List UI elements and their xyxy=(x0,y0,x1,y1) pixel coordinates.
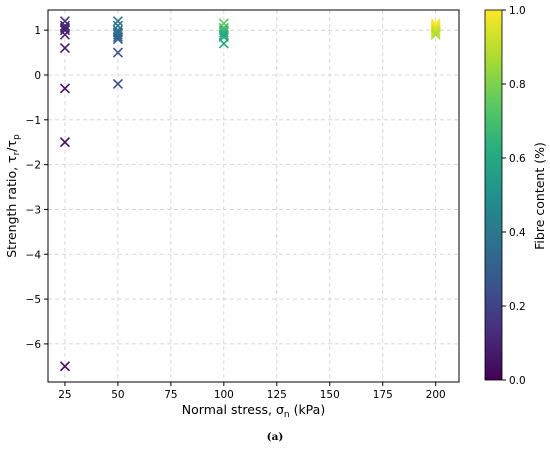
y-axis-ticks: −6 −5 −4 −3 −2 −1 0 1 xyxy=(26,25,48,351)
colorbar-tick-label: 0.4 xyxy=(509,227,526,239)
y-tick-label: −4 xyxy=(26,249,42,261)
data-point xyxy=(112,31,123,42)
data-point xyxy=(218,29,229,40)
data-point xyxy=(59,83,71,94)
data-point xyxy=(218,38,229,49)
y-tick-label: −3 xyxy=(26,204,41,216)
data-point xyxy=(218,27,229,38)
data-point xyxy=(59,361,71,372)
x-tick-label: 50 xyxy=(111,389,124,401)
x-tick-label: 75 xyxy=(164,389,177,401)
data-point xyxy=(112,29,123,40)
data-point xyxy=(430,25,441,36)
data-point xyxy=(59,43,71,54)
x-tick-label: 100 xyxy=(214,389,234,401)
colorbar-title: Fibre content (%) xyxy=(532,142,547,250)
x-tick-label: 25 xyxy=(58,389,71,401)
plot-frame xyxy=(47,9,460,383)
x-tick-label: 175 xyxy=(373,389,393,401)
colorbar-tick-label: 0.2 xyxy=(509,301,526,313)
data-point xyxy=(59,29,71,40)
data-point xyxy=(430,27,441,38)
y-tick-label: −5 xyxy=(26,294,41,306)
data-point xyxy=(112,34,123,45)
data-point xyxy=(59,25,71,36)
data-point xyxy=(59,20,71,31)
data-point xyxy=(59,137,71,148)
figure-caption: (a) xyxy=(267,431,284,443)
x-tick-label: 150 xyxy=(320,389,340,401)
x-tick-label: 125 xyxy=(267,389,287,401)
x-axis-title: Normal stress, σn (kPa) xyxy=(182,402,325,420)
y-axis-title: Strength ratio, τr/τp xyxy=(4,134,22,258)
colorbar-ticks: 0.0 0.2 0.4 0.6 0.8 1.0 xyxy=(502,5,526,387)
y-tick-label: −6 xyxy=(26,339,42,351)
y-tick-label: 1 xyxy=(34,25,41,37)
y-tick-label: 0 xyxy=(34,70,41,82)
data-point xyxy=(112,16,123,27)
data-point xyxy=(430,29,441,40)
colorbar-tick-label: 1.0 xyxy=(509,5,526,17)
colorbar xyxy=(484,9,503,381)
x-tick-label: 200 xyxy=(426,389,446,401)
x-axis-ticks: 25 50 75 100 125 150 175 200 xyxy=(58,382,446,401)
data-points xyxy=(59,16,441,372)
data-point xyxy=(112,47,123,58)
colorbar-tick-label: 0.0 xyxy=(509,375,526,387)
colorbar-tick-label: 0.8 xyxy=(509,79,526,91)
colorbar-tick-label: 0.6 xyxy=(509,153,526,165)
data-point xyxy=(112,78,123,90)
grid xyxy=(48,10,459,382)
y-tick-label: −1 xyxy=(26,115,41,127)
y-tick-label: −2 xyxy=(26,160,41,172)
